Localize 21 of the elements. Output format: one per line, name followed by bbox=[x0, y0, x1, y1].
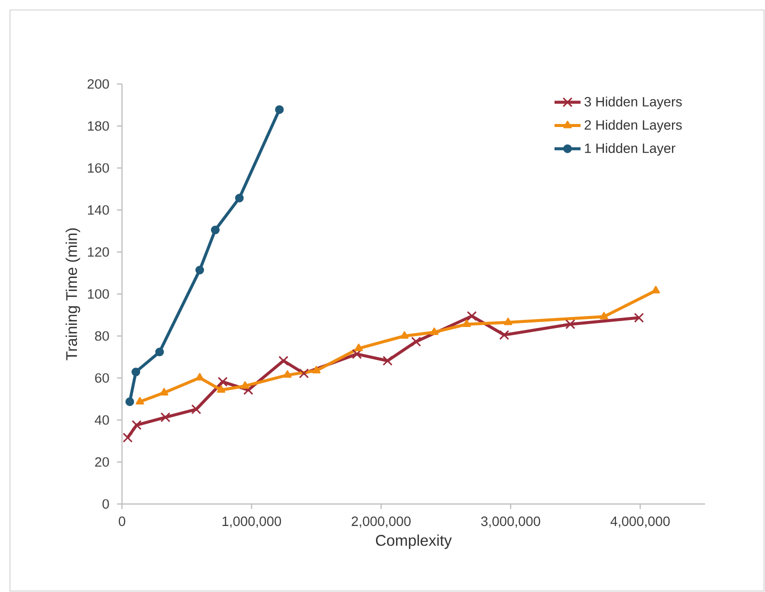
legend-label: 1 Hidden Layer bbox=[585, 143, 676, 156]
y-tick-label: 140 bbox=[88, 205, 109, 215]
y-tick-label: 0 bbox=[102, 499, 109, 509]
x-tick-label: 2,000,000 bbox=[352, 516, 411, 528]
legend-label: 2 Hidden Layers bbox=[584, 120, 682, 132]
x-axis-title: Complexity bbox=[376, 534, 452, 549]
x-tick-label: 3,000,000 bbox=[481, 516, 540, 528]
x-tick-label: 4,000,000 bbox=[610, 516, 670, 528]
x-tick-label: 1,000,000 bbox=[222, 516, 282, 528]
y-axis-title: Training Time (min) bbox=[66, 228, 80, 360]
y-tick-label: 180 bbox=[88, 121, 109, 131]
y-tick-label: 80 bbox=[95, 331, 109, 341]
legend-label: 3 Hidden Layers bbox=[584, 96, 682, 110]
y-tick-label: 100 bbox=[88, 289, 109, 299]
y-tick-label: 20 bbox=[95, 457, 109, 467]
y-tick-label: 40 bbox=[94, 415, 109, 425]
y-tick-label: 160 bbox=[88, 163, 109, 173]
y-tick-label: 60 bbox=[95, 373, 109, 383]
x-tick-label: 0 bbox=[118, 516, 126, 526]
y-tick-label: 200 bbox=[88, 79, 109, 89]
y-tick-label: 120 bbox=[88, 247, 109, 257]
